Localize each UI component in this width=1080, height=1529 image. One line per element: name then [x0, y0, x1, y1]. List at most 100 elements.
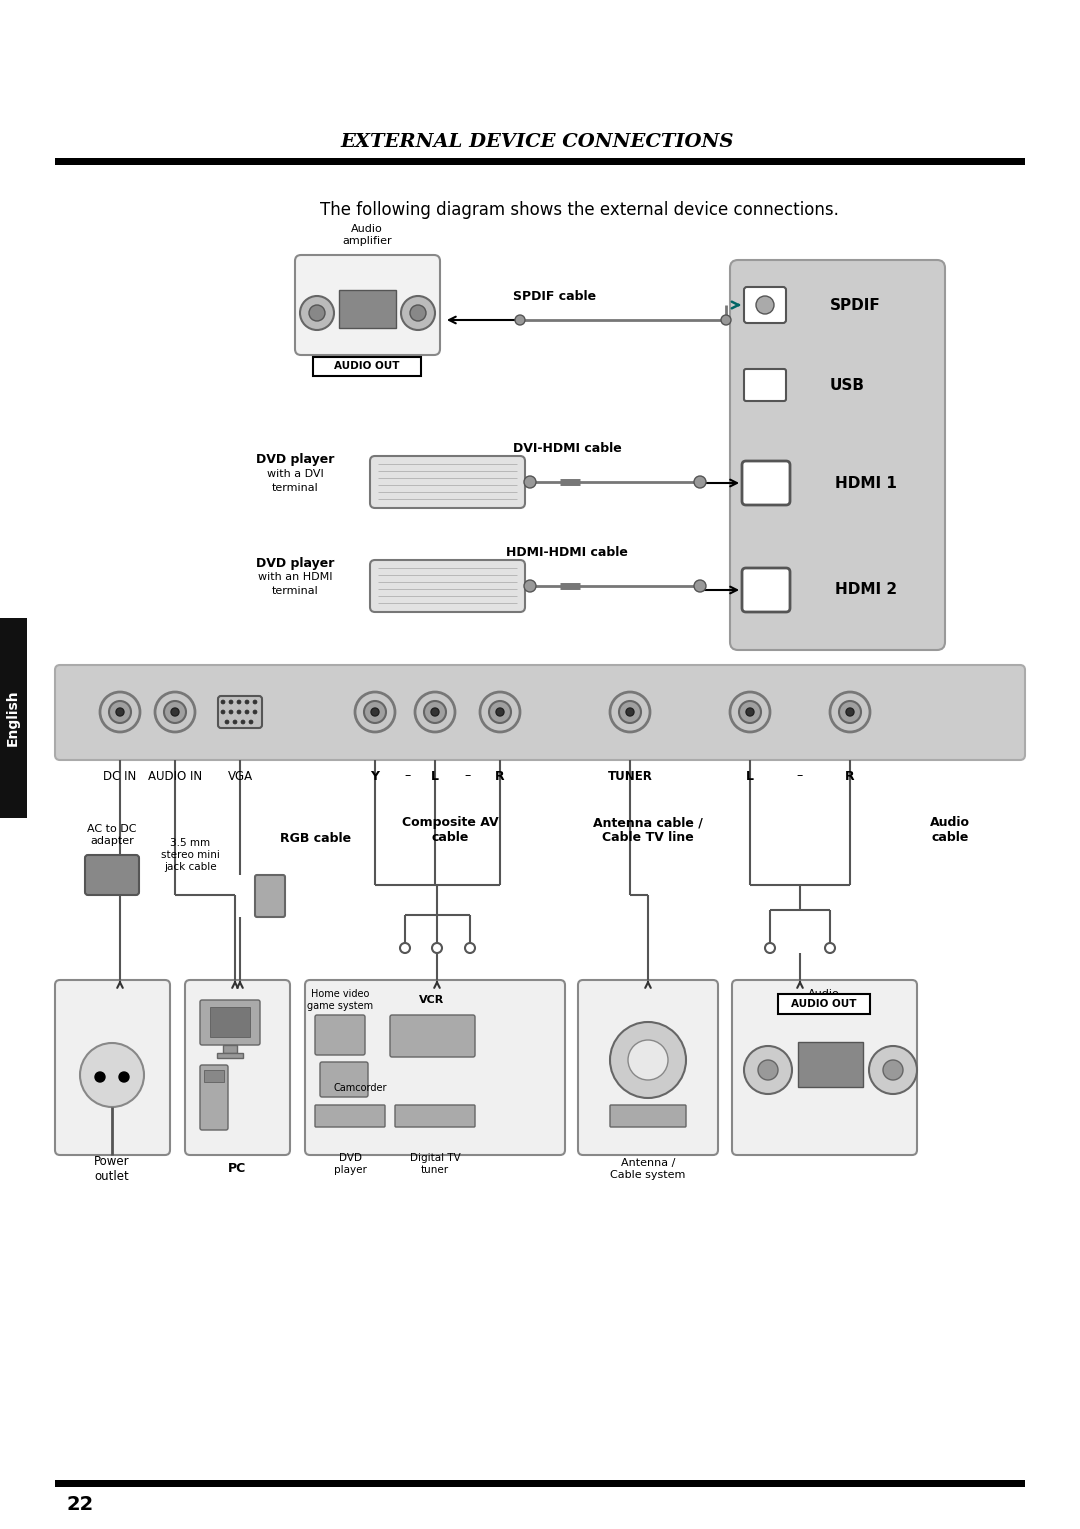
Text: VGA: VGA: [228, 769, 253, 783]
Circle shape: [229, 709, 233, 714]
Text: EXTERNAL DEVICE CONNECTIONS: EXTERNAL DEVICE CONNECTIONS: [340, 133, 733, 151]
Circle shape: [496, 708, 504, 716]
Circle shape: [221, 709, 225, 714]
Circle shape: [415, 693, 455, 732]
Circle shape: [524, 579, 536, 592]
Circle shape: [249, 720, 253, 725]
Text: terminal: terminal: [272, 586, 319, 596]
Text: HDMI 2: HDMI 2: [835, 583, 897, 598]
Circle shape: [619, 700, 642, 723]
Bar: [210, 1008, 249, 1037]
Text: –: –: [464, 769, 471, 783]
Text: R: R: [846, 769, 854, 783]
Circle shape: [432, 943, 442, 953]
Text: 3.5 mm
stereo mini
jack cable: 3.5 mm stereo mini jack cable: [161, 838, 219, 872]
Circle shape: [515, 315, 525, 326]
Circle shape: [626, 708, 634, 716]
FancyBboxPatch shape: [255, 875, 285, 917]
FancyBboxPatch shape: [395, 1105, 475, 1127]
Text: RGB cable: RGB cable: [280, 832, 351, 844]
Text: Antenna /
Cable system: Antenna / Cable system: [610, 1157, 686, 1180]
Circle shape: [355, 693, 395, 732]
Text: Digital TV
tuner: Digital TV tuner: [409, 1153, 460, 1174]
Circle shape: [465, 943, 475, 953]
Circle shape: [730, 693, 770, 732]
Text: DVD player: DVD player: [256, 557, 334, 569]
Circle shape: [610, 1021, 686, 1098]
Circle shape: [100, 693, 140, 732]
Circle shape: [109, 700, 131, 723]
Text: DC IN: DC IN: [104, 769, 137, 783]
FancyBboxPatch shape: [732, 980, 917, 1154]
Circle shape: [171, 708, 179, 716]
Text: TUNER: TUNER: [608, 769, 652, 783]
Circle shape: [694, 476, 706, 488]
Circle shape: [756, 297, 774, 313]
Circle shape: [253, 709, 257, 714]
Circle shape: [839, 700, 861, 723]
Text: Audio
cable: Audio cable: [930, 816, 970, 844]
Text: HDMI-HDMI cable: HDMI-HDMI cable: [507, 546, 627, 560]
Circle shape: [721, 315, 731, 326]
FancyBboxPatch shape: [55, 980, 170, 1154]
Bar: [55, 1480, 1025, 1488]
FancyBboxPatch shape: [742, 567, 789, 612]
Circle shape: [489, 700, 511, 723]
Text: L: L: [746, 769, 754, 783]
Circle shape: [883, 1060, 903, 1079]
Bar: [798, 1041, 863, 1087]
Circle shape: [233, 720, 237, 725]
FancyBboxPatch shape: [218, 696, 262, 728]
FancyBboxPatch shape: [85, 855, 139, 894]
FancyBboxPatch shape: [744, 287, 786, 323]
FancyBboxPatch shape: [200, 1000, 260, 1044]
Circle shape: [869, 1046, 917, 1095]
Text: with an HDMI: with an HDMI: [258, 572, 333, 583]
FancyBboxPatch shape: [744, 368, 786, 401]
FancyBboxPatch shape: [610, 1105, 686, 1127]
Circle shape: [119, 1072, 129, 1083]
Bar: [222, 1044, 237, 1053]
FancyBboxPatch shape: [200, 1066, 228, 1130]
Text: –: –: [797, 769, 804, 783]
Text: DVD player: DVD player: [256, 454, 334, 466]
Text: English: English: [6, 690, 21, 746]
Circle shape: [372, 708, 379, 716]
Circle shape: [225, 720, 229, 725]
Circle shape: [410, 304, 426, 321]
Text: Y: Y: [370, 769, 379, 783]
Circle shape: [401, 297, 435, 330]
Circle shape: [80, 1043, 144, 1107]
FancyBboxPatch shape: [315, 1105, 384, 1127]
Text: VCR: VCR: [419, 995, 445, 1005]
Circle shape: [758, 1060, 778, 1079]
Bar: [204, 1070, 224, 1083]
Circle shape: [237, 700, 241, 703]
Circle shape: [221, 700, 225, 703]
FancyBboxPatch shape: [305, 980, 565, 1154]
Circle shape: [765, 943, 775, 953]
FancyBboxPatch shape: [390, 1015, 475, 1057]
Bar: [0, 618, 27, 818]
Circle shape: [229, 700, 233, 703]
FancyBboxPatch shape: [55, 665, 1025, 760]
Text: AUDIO OUT: AUDIO OUT: [792, 998, 856, 1009]
Bar: [778, 994, 870, 1014]
Text: L: L: [431, 769, 438, 783]
Text: USB: USB: [831, 378, 865, 393]
FancyBboxPatch shape: [730, 260, 945, 650]
Text: R: R: [496, 769, 504, 783]
Circle shape: [245, 700, 249, 703]
Text: DVI-HDMI cable: DVI-HDMI cable: [513, 442, 621, 454]
Circle shape: [300, 297, 334, 330]
Text: SPDIF: SPDIF: [831, 298, 881, 312]
FancyBboxPatch shape: [295, 255, 440, 355]
Circle shape: [424, 700, 446, 723]
Text: AC to DC
adapter: AC to DC adapter: [87, 824, 137, 846]
Circle shape: [364, 700, 386, 723]
Text: terminal: terminal: [272, 483, 319, 492]
Bar: [313, 356, 421, 376]
FancyBboxPatch shape: [578, 980, 718, 1154]
Circle shape: [253, 700, 257, 703]
Text: AUDIO OUT: AUDIO OUT: [334, 361, 400, 372]
